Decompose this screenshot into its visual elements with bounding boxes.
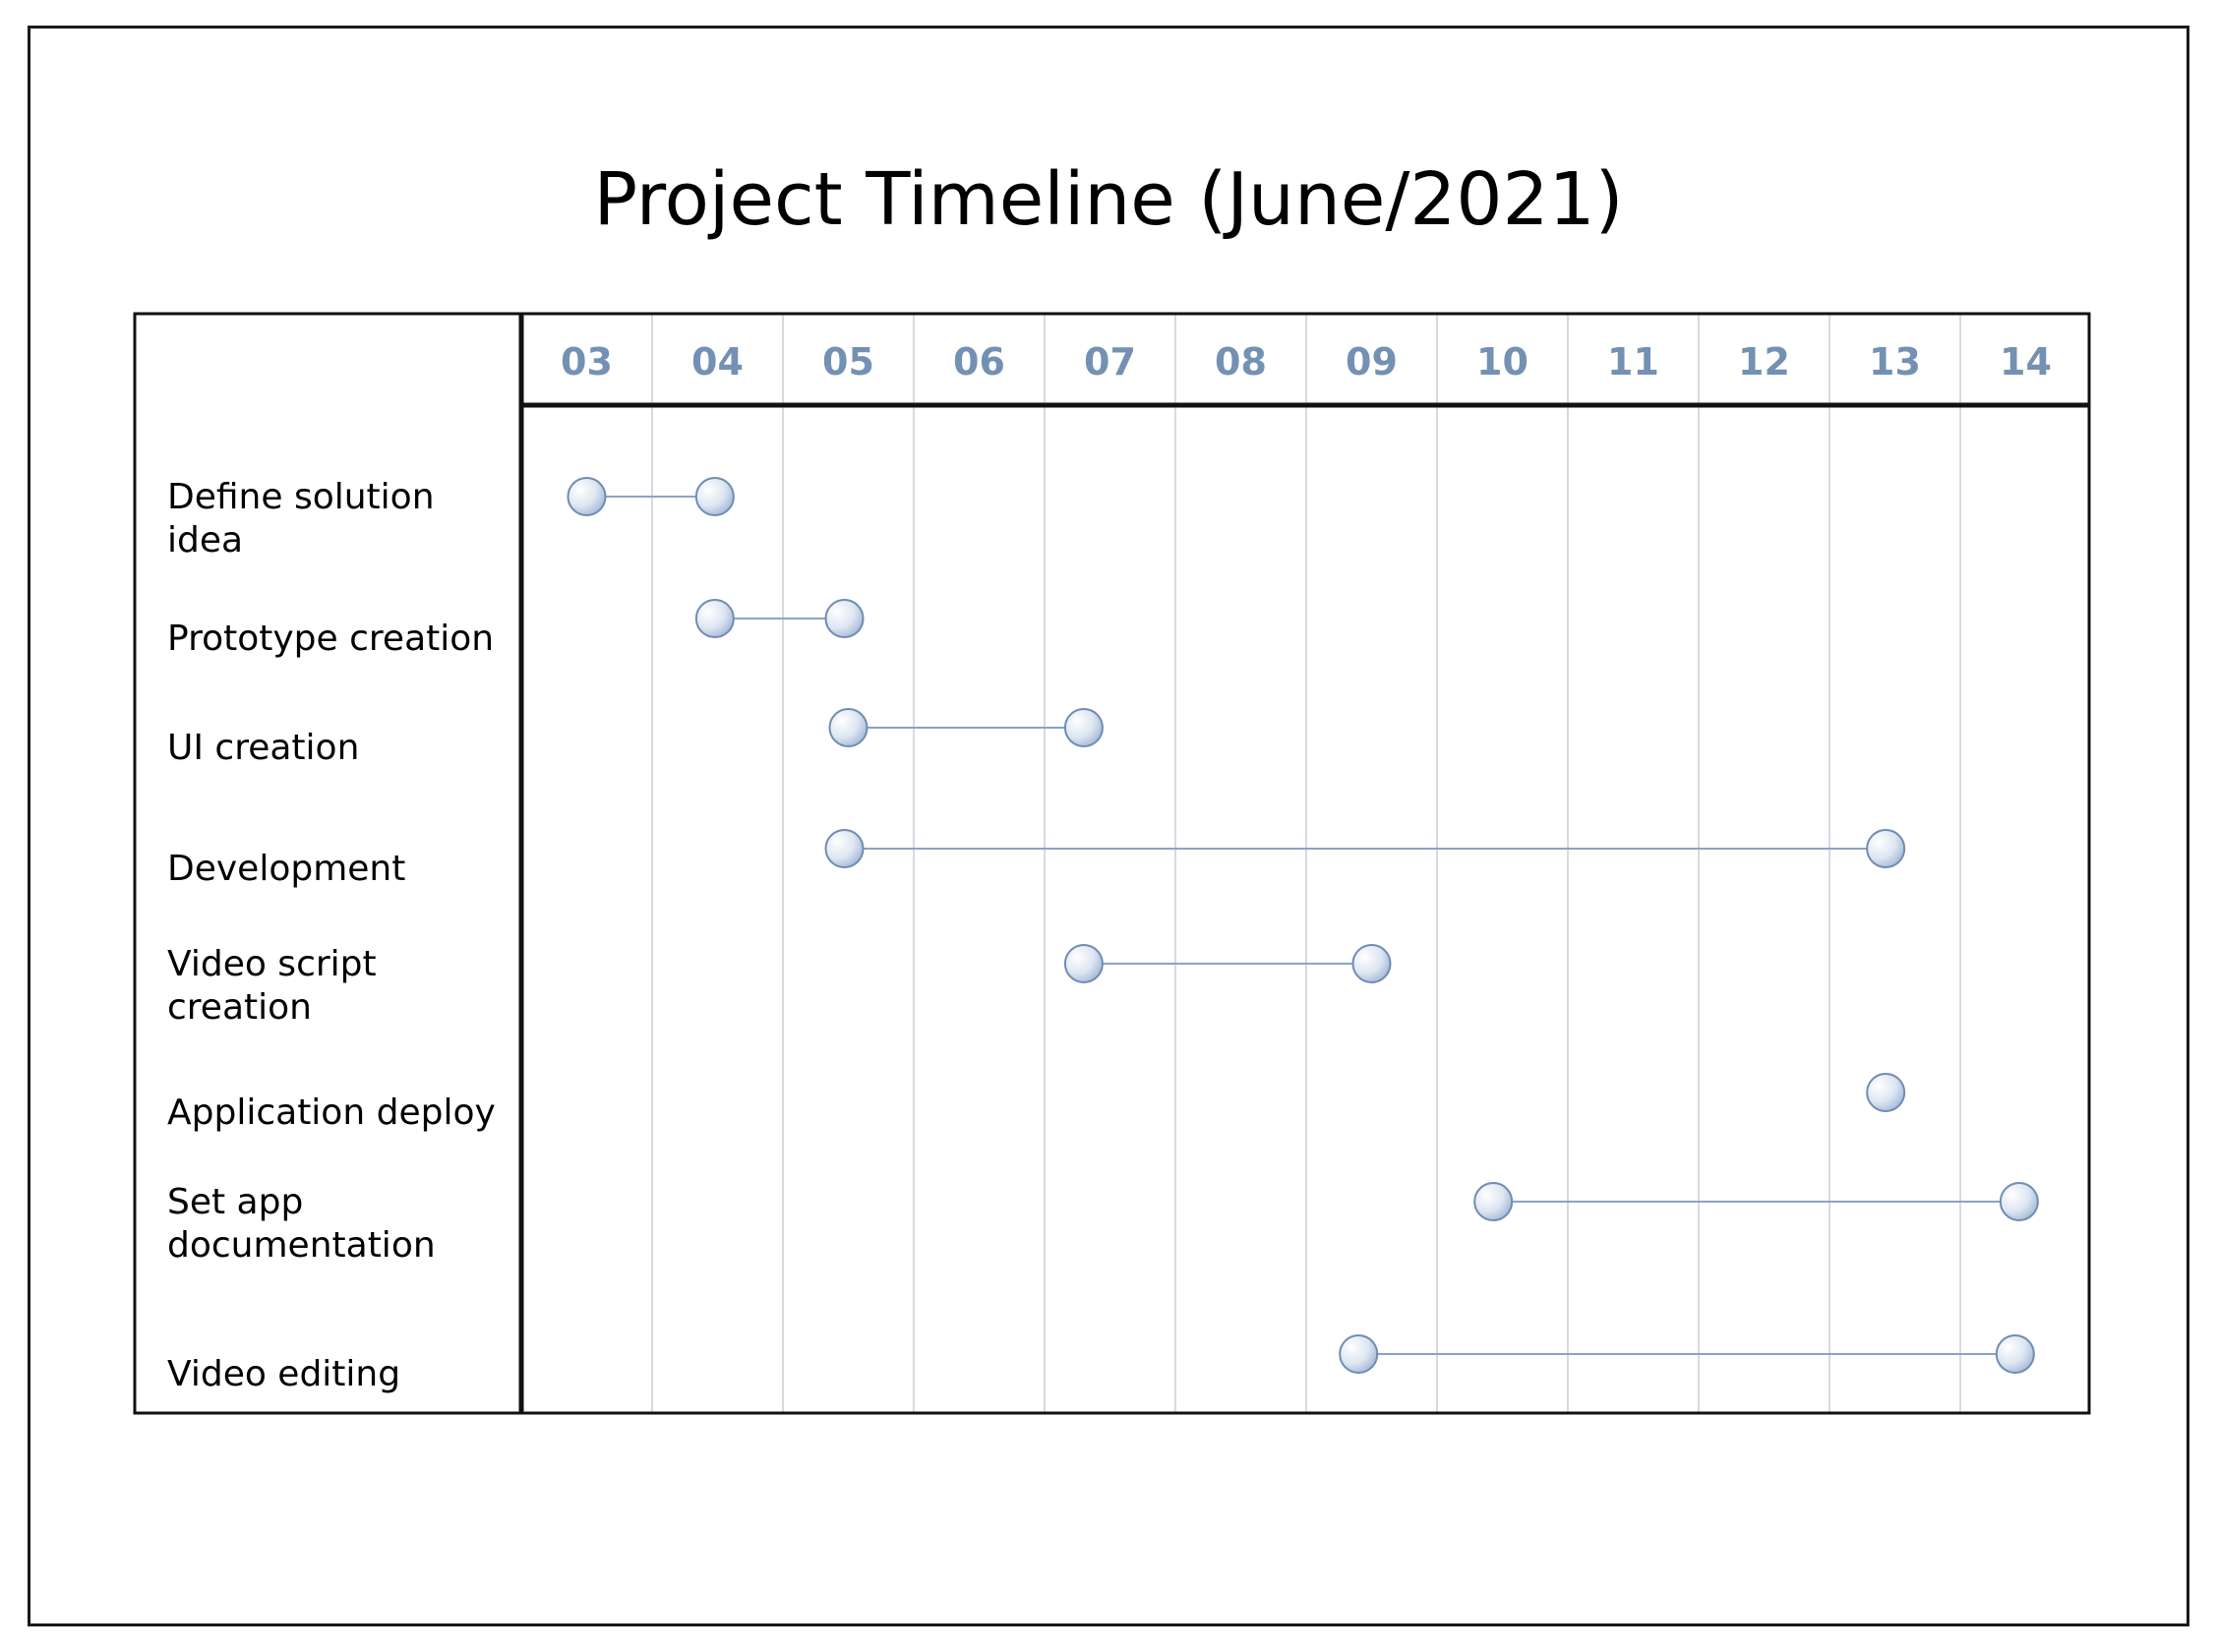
milestone-end bbox=[1995, 1334, 2035, 1374]
task-label: Define solution bbox=[167, 477, 435, 517]
day-header-label: 03 bbox=[561, 340, 613, 384]
milestone-end bbox=[694, 477, 735, 516]
day-header-label: 06 bbox=[953, 340, 1005, 384]
task-label: documentation bbox=[167, 1225, 436, 1266]
milestone-start bbox=[1866, 1073, 1906, 1112]
milestone-start bbox=[824, 829, 865, 868]
day-header-label: 05 bbox=[822, 340, 874, 384]
task-label: Prototype creation bbox=[167, 619, 494, 659]
milestone-start bbox=[567, 477, 607, 516]
day-header-label: 14 bbox=[2000, 340, 2052, 384]
day-header-label: 09 bbox=[1346, 340, 1398, 384]
page-title: Project Timeline (June/2021) bbox=[593, 157, 1624, 242]
task-label: Video editing bbox=[167, 1354, 400, 1394]
task-label: UI creation bbox=[167, 728, 359, 768]
task-label: idea bbox=[167, 520, 243, 560]
task-label: Set app bbox=[167, 1182, 303, 1222]
task-label: Video script bbox=[167, 944, 377, 984]
milestone-start bbox=[1063, 944, 1104, 983]
page-frame bbox=[28, 26, 2189, 1626]
milestone-start bbox=[1473, 1182, 1514, 1221]
milestone-end bbox=[1351, 944, 1392, 983]
day-header-label: 13 bbox=[1869, 340, 1921, 384]
milestone-start bbox=[828, 708, 869, 747]
milestone-end bbox=[1999, 1182, 2039, 1221]
timeline-border bbox=[133, 312, 2091, 1415]
milestone-end bbox=[824, 599, 865, 638]
task-label: Application deploy bbox=[167, 1092, 496, 1133]
day-header-label: 12 bbox=[1738, 340, 1790, 384]
day-header-label: 11 bbox=[1607, 340, 1659, 384]
day-header-label: 04 bbox=[691, 340, 744, 384]
day-header-label: 10 bbox=[1476, 340, 1528, 384]
day-header-label: 07 bbox=[1084, 340, 1136, 384]
task-label: creation bbox=[167, 987, 312, 1028]
milestone-start bbox=[1339, 1334, 1379, 1374]
milestone-start bbox=[694, 599, 735, 638]
task-label: Development bbox=[167, 849, 405, 889]
milestone-end bbox=[1866, 829, 1906, 868]
day-header-label: 08 bbox=[1215, 340, 1267, 384]
milestone-end bbox=[1063, 708, 1104, 747]
